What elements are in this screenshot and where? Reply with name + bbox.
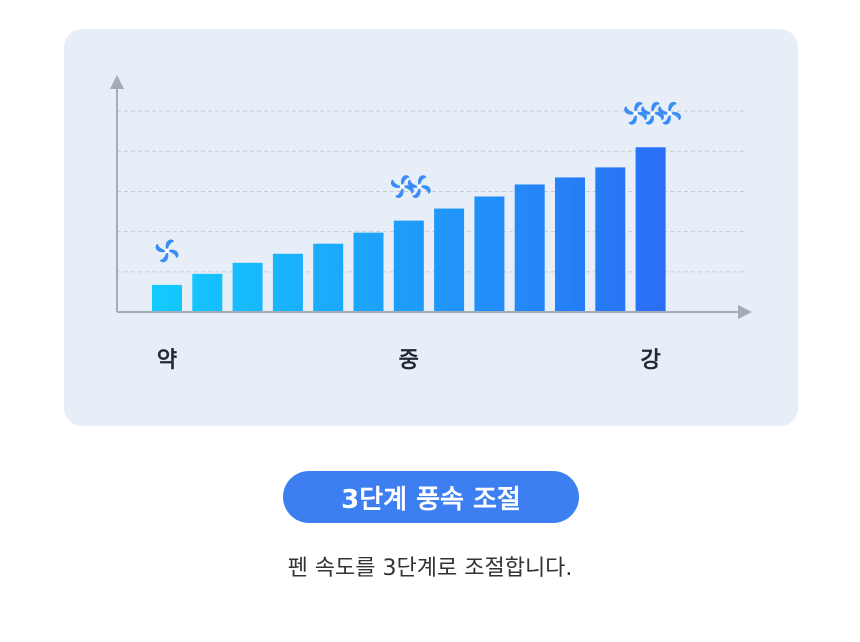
x-tick-label: 강 [640,348,661,373]
bar [474,196,505,312]
x-axis-arrow [738,305,752,319]
bar [192,273,223,312]
fan-icon [390,175,414,198]
bar [232,262,263,312]
x-tick-label: 약 [156,348,178,373]
fan-icon [155,239,179,263]
bar [595,167,626,312]
fan-icon [407,175,431,198]
bar [272,253,303,312]
fan-marker [624,101,681,125]
feature-badge: 3단계 풍속 조절 [283,471,579,523]
bar [514,184,545,312]
fan-icon [658,101,681,125]
x-tick-label: 중 [398,348,419,373]
bar [393,220,424,312]
fan-marker [155,239,179,263]
bar [434,208,465,312]
bar [152,284,182,312]
wind-speed-chart [110,75,752,319]
fan-marker [390,175,431,198]
bar [635,147,666,312]
bar [555,177,585,312]
feature-badge-label: 3단계 풍속 조절 [341,484,521,515]
bar [353,232,384,312]
fan-icon [641,101,664,125]
fan-icon [624,101,647,125]
bar [313,243,344,312]
feature-description: 펜 속도를 3단계로 조절합니다. [287,556,573,581]
y-axis-arrow [110,75,124,89]
